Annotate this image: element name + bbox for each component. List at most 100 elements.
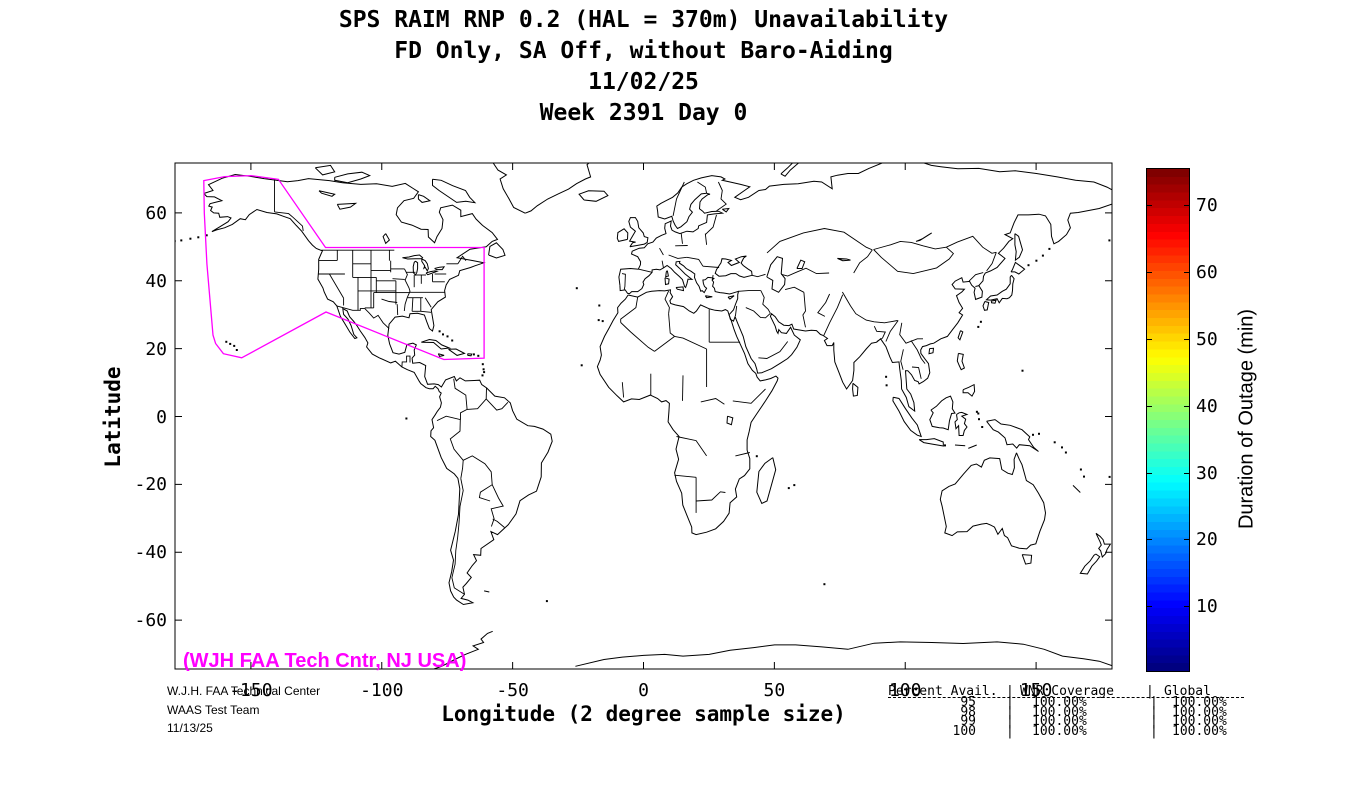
island-dot — [1048, 248, 1050, 250]
border-path — [701, 399, 725, 405]
border-path — [622, 382, 623, 397]
border-path — [491, 485, 503, 527]
coastline-path — [449, 349, 465, 355]
island-dot — [1083, 476, 1085, 478]
island-dot — [1038, 433, 1040, 435]
colorbar-tick-mark — [1184, 272, 1189, 273]
coastline-path — [468, 354, 472, 356]
colorbar-tick-label: 20 — [1196, 529, 1218, 550]
island-dot — [793, 484, 795, 486]
border-path — [677, 437, 707, 456]
coastline-path — [489, 243, 505, 258]
border-path — [621, 323, 655, 352]
x-tick-label: -50 — [473, 680, 553, 701]
y-tick-label: 20 — [105, 339, 167, 360]
axis-tick-marks — [175, 163, 1112, 669]
coastline-path — [963, 385, 975, 397]
border-path — [874, 247, 954, 273]
border-path — [696, 492, 725, 501]
border-path — [901, 349, 904, 369]
border-path — [681, 234, 682, 244]
y-tick-label: 40 — [105, 271, 167, 292]
colorbar-tick-label: 30 — [1196, 463, 1218, 484]
border-path — [674, 475, 696, 477]
colorbar-tick-mark — [1147, 205, 1152, 206]
border-path — [622, 274, 625, 291]
availability-stats-table: Percent Avail. | WNR Coverage | Global 9… — [888, 684, 1244, 736]
border-path — [437, 416, 463, 478]
island-dot — [189, 238, 191, 240]
border-path — [660, 248, 664, 255]
island-dot — [944, 444, 946, 446]
island-dot — [1035, 260, 1037, 262]
coastline-path — [1011, 262, 1025, 274]
stats-cell-global: 100.00% — [1172, 724, 1227, 739]
border-path — [746, 308, 771, 318]
coastline-path — [487, 145, 594, 213]
island-dot — [885, 376, 887, 378]
island-dot — [1032, 434, 1034, 436]
island-dot — [581, 364, 583, 366]
island-dot — [602, 320, 604, 322]
island-dot — [197, 236, 199, 238]
island-dot — [981, 426, 983, 428]
island-dot — [482, 363, 484, 365]
colorbar-tick-mark — [1184, 406, 1189, 407]
coastline-path — [968, 445, 976, 448]
colorbar-tick-mark — [1147, 406, 1152, 407]
coastline-path — [837, 258, 850, 260]
coastline-path — [958, 331, 963, 340]
colorbar-tick-mark — [1184, 205, 1189, 206]
border-path — [493, 519, 505, 528]
border-path — [969, 273, 983, 282]
island-dot — [977, 326, 979, 328]
coastline-path — [781, 158, 809, 176]
border-path — [733, 389, 766, 403]
border-path — [687, 257, 703, 266]
coastline-path — [422, 259, 429, 271]
coastline-path — [335, 172, 370, 183]
y-tick-label: -20 — [105, 474, 167, 495]
coastline-path — [484, 591, 489, 592]
coastline-path — [991, 300, 996, 303]
coastline-path — [987, 420, 1039, 452]
coastline-path — [383, 234, 389, 244]
colorbar-tick-label: 70 — [1196, 195, 1218, 216]
border-path — [697, 182, 706, 193]
island-dot — [225, 341, 227, 343]
colorbar — [1146, 168, 1190, 672]
island-dot — [1028, 264, 1030, 266]
island-dot — [1054, 441, 1056, 443]
island-dot — [978, 418, 980, 420]
colorbar-tick-mark — [1184, 539, 1189, 540]
coastline-path — [402, 255, 422, 259]
coastline-path — [617, 229, 628, 242]
island-dot — [236, 349, 238, 351]
waas-region-outline — [204, 176, 484, 360]
world-map-geometry — [174, 145, 1112, 669]
border-path — [404, 269, 410, 311]
coastline-path — [919, 439, 943, 446]
island-dot — [447, 335, 449, 337]
border-path — [900, 323, 923, 343]
coastline-path — [629, 218, 648, 247]
coastline-path — [983, 302, 989, 311]
coastline-path — [204, 175, 552, 605]
coastline-path — [575, 642, 1112, 666]
colorbar-tick-mark — [1184, 339, 1189, 340]
border-path — [705, 234, 706, 245]
island-dot — [477, 355, 479, 357]
border-path — [662, 261, 663, 268]
border-path — [639, 269, 652, 272]
coastline-path — [418, 195, 430, 203]
x-tick-label: -100 — [342, 680, 422, 701]
island-dot — [405, 418, 407, 420]
border-path — [735, 306, 736, 316]
border-path — [669, 255, 687, 258]
y-tick-label: 0 — [105, 407, 167, 428]
border-path — [911, 341, 925, 364]
border-path — [886, 321, 898, 342]
coastline-path — [1073, 485, 1080, 492]
island-dot — [180, 239, 182, 241]
island-dot — [756, 455, 758, 457]
